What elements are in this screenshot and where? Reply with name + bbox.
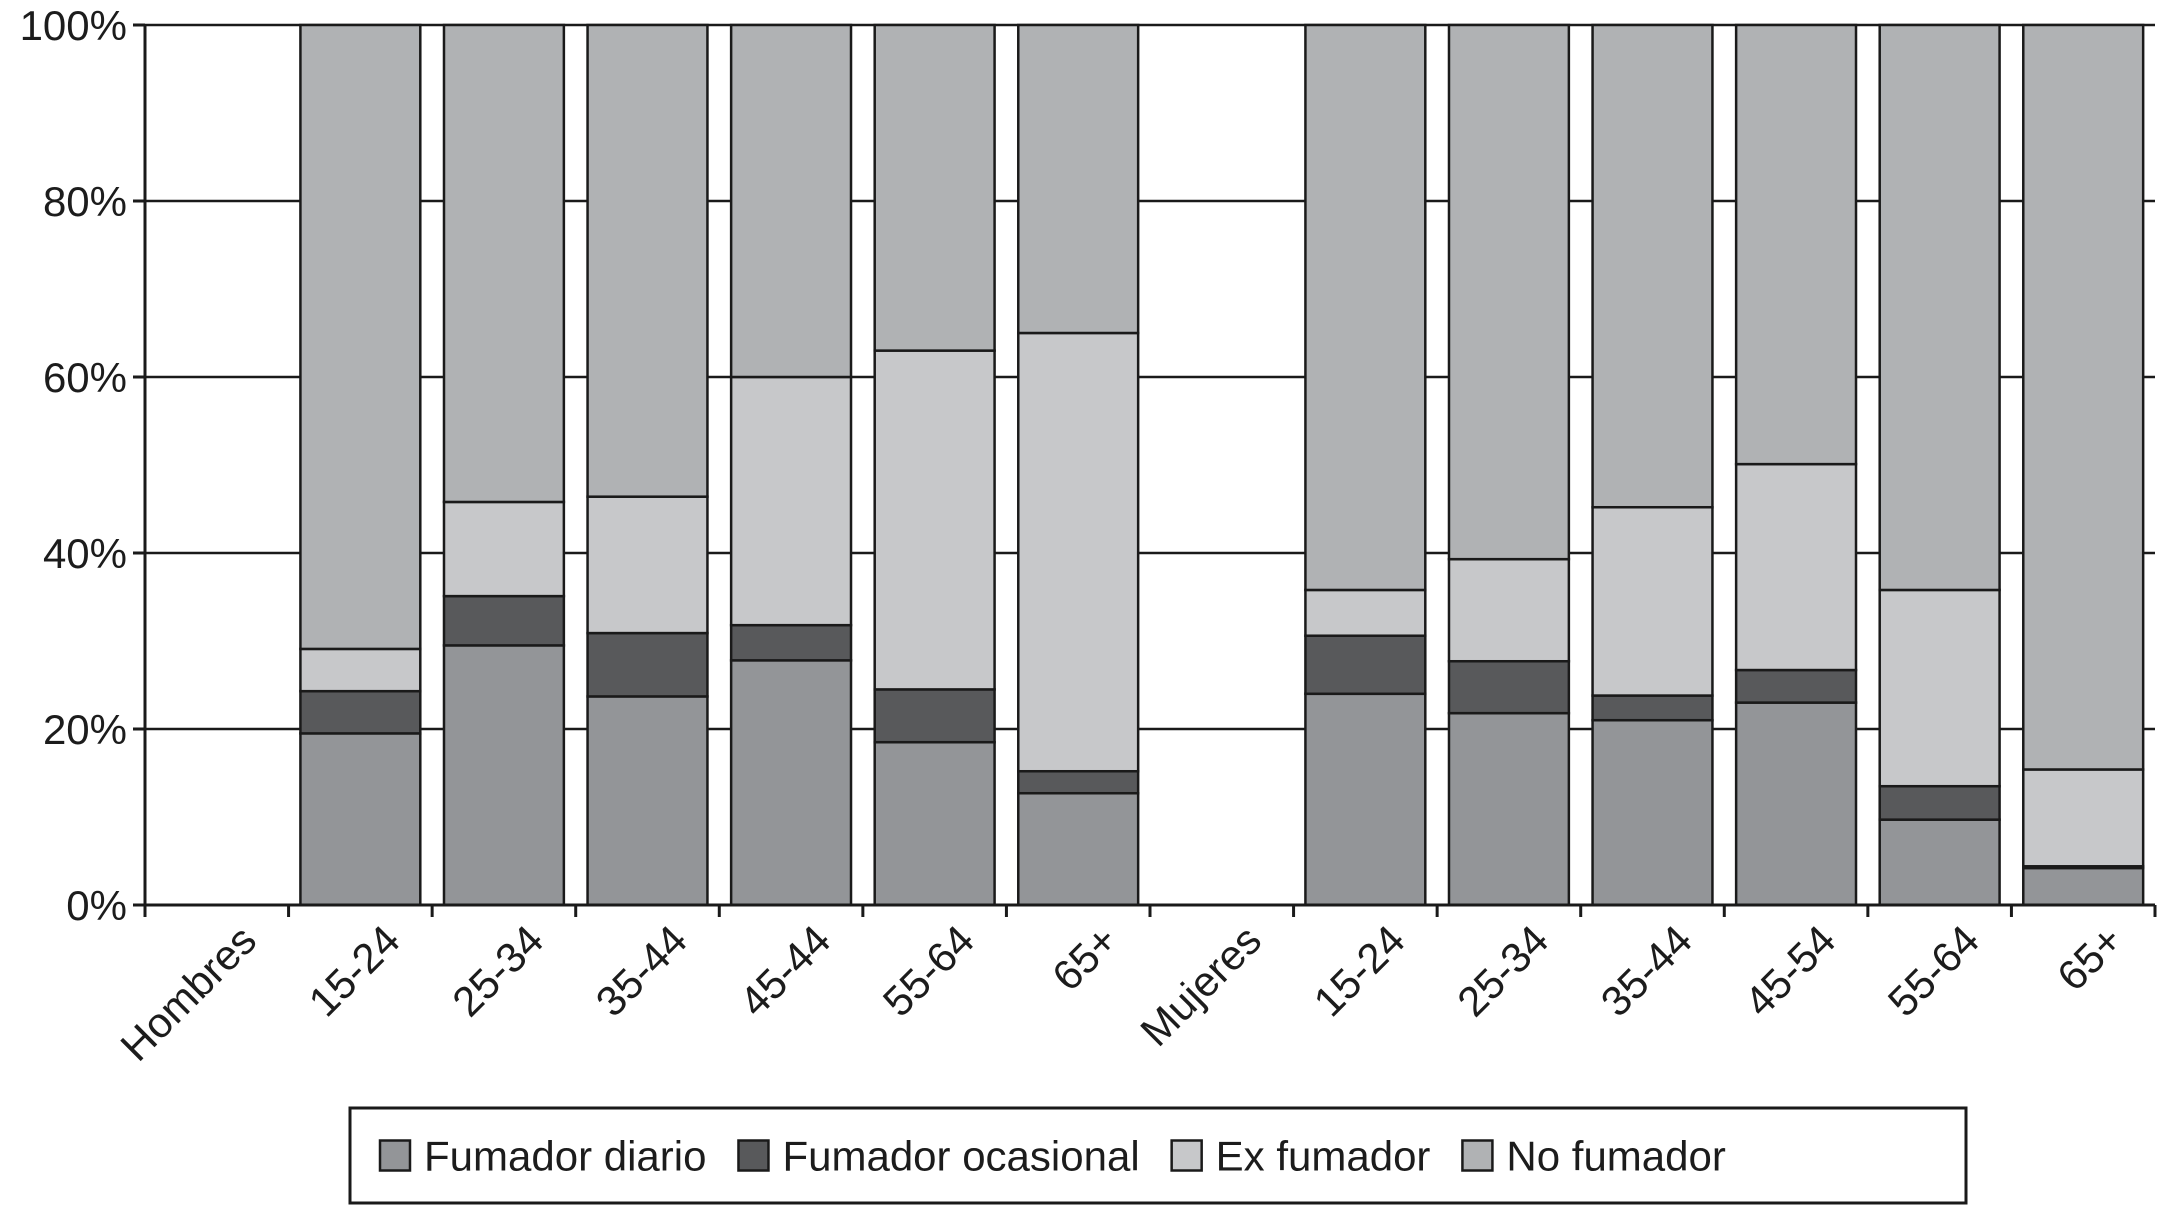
legend-swatch	[378, 1139, 412, 1172]
bar-segment	[1447, 659, 1571, 715]
bar-segment	[873, 23, 996, 352]
bar-stack	[299, 23, 422, 907]
bar-segment	[1734, 668, 1858, 704]
bar-segment	[299, 689, 422, 735]
bar-segment	[1304, 692, 1427, 907]
bar-segment	[873, 688, 996, 744]
bar-segment	[1304, 634, 1427, 696]
legend-label: No fumador	[1506, 1133, 1725, 1180]
x-tick-label: 45-54	[1735, 916, 1844, 1025]
bar-segment	[1734, 23, 1858, 466]
x-tick-label: 55-64	[1879, 916, 1988, 1025]
y-tick-label: 20%	[43, 706, 127, 753]
bar-stack	[1304, 23, 1427, 907]
bar-segment	[1734, 462, 1858, 672]
bar-segment	[586, 695, 709, 907]
bar-segment	[1591, 23, 1714, 509]
bar-segment	[873, 740, 996, 907]
bar-segment	[442, 23, 566, 504]
bar-segment	[442, 644, 566, 907]
legend-box	[348, 1106, 1968, 1205]
y-tick-labels: 0% 20% 40% 60% 80% 100%	[20, 2, 127, 929]
bar-segment	[1591, 505, 1714, 697]
x-tick-label: 25-34	[1448, 916, 1557, 1025]
bar-segment	[442, 500, 566, 598]
x-tick-label: 65+	[1043, 916, 1127, 1000]
bar-stack	[873, 23, 996, 907]
bar-segment	[1017, 331, 1140, 773]
legend-item: Ex fumador	[1170, 1133, 1431, 1180]
bar-stack	[442, 23, 566, 907]
legend-label: Ex fumador	[1216, 1133, 1431, 1180]
bar-stack	[1591, 23, 1714, 907]
bar-segment	[1447, 23, 1571, 561]
bar-stack	[729, 23, 853, 907]
bars	[299, 23, 2145, 907]
legend-item: Fumador ocasional	[737, 1133, 1140, 1180]
bar-segment	[1878, 23, 2001, 592]
bar-stack	[1878, 23, 2001, 907]
x-tick-labels: Hombres 15-24 25-34 35-44 45-44 55-64 65+ Mujer…	[111, 916, 2131, 1070]
y-tick-label: 60%	[43, 354, 127, 401]
x-tick-label: 35-44	[587, 916, 696, 1025]
x-tick-label: Mujeres	[1131, 916, 1270, 1055]
bar-stack	[1447, 23, 1571, 907]
x-tick-label: 35-44	[1592, 916, 1701, 1025]
y-tick-label: 40%	[43, 530, 127, 577]
x-tick-label: 15-24	[1305, 916, 1414, 1025]
bar-segment	[1304, 588, 1427, 637]
bar-segment	[729, 623, 853, 662]
bar-segment	[1591, 694, 1714, 722]
x-tick-label: 25-34	[443, 916, 552, 1025]
legend-item: Fumador diario	[378, 1133, 706, 1180]
bar-segment	[1447, 711, 1571, 907]
bar-stack	[2022, 23, 2145, 907]
bar-segment	[1017, 769, 1140, 795]
bar-segment	[729, 375, 853, 627]
bar-stack	[1017, 23, 1140, 907]
x-tick-label: 55-64	[874, 916, 983, 1025]
legend-swatch	[1170, 1139, 1203, 1172]
bar-segment	[2022, 23, 2145, 771]
bar-segment	[1734, 701, 1858, 907]
bar-segment	[586, 631, 709, 698]
bar-segment	[1017, 23, 1140, 335]
bar-segment	[2022, 768, 2145, 868]
bar-segment	[1878, 588, 2001, 788]
bar-segment	[299, 732, 422, 907]
bar-segment	[586, 495, 709, 635]
x-tick-label: Hombres	[111, 916, 265, 1070]
y-tick-label: 100%	[20, 2, 127, 49]
y-tick-label: 80%	[43, 178, 127, 225]
bar-segment	[2022, 866, 2145, 907]
bar-segment	[729, 23, 853, 379]
x-tick-label: 15-24	[300, 916, 409, 1025]
legend-swatch	[1461, 1139, 1494, 1172]
bar-segment	[1878, 784, 2001, 821]
bar-segment	[1447, 557, 1571, 663]
bar-stack	[1734, 23, 1858, 907]
bar-segment	[873, 349, 996, 691]
bar-segment	[1878, 818, 2001, 907]
bar-segment	[442, 594, 566, 647]
x-tick-label: 65+	[2048, 916, 2132, 1000]
bar-segment	[586, 23, 709, 498]
bar-segment	[299, 23, 422, 651]
bar-segment	[729, 659, 853, 907]
bar-stack	[586, 23, 709, 907]
x-tick-label: 45-44	[730, 916, 839, 1025]
bar-segment	[1017, 791, 1140, 907]
legend-label: Fumador diario	[424, 1133, 706, 1180]
legend-item: No fumador	[1461, 1133, 1726, 1180]
bar-segment	[299, 647, 422, 693]
axes	[133, 23, 2157, 917]
bar-segment	[1591, 718, 1714, 907]
legend-label: Fumador ocasional	[782, 1133, 1139, 1180]
legend: Fumador diario Fumador ocasional Ex fumado…	[348, 1106, 1968, 1205]
y-tick-label: 0%	[66, 882, 127, 929]
bar-segment	[1304, 23, 1427, 592]
legend-swatch	[737, 1139, 770, 1172]
